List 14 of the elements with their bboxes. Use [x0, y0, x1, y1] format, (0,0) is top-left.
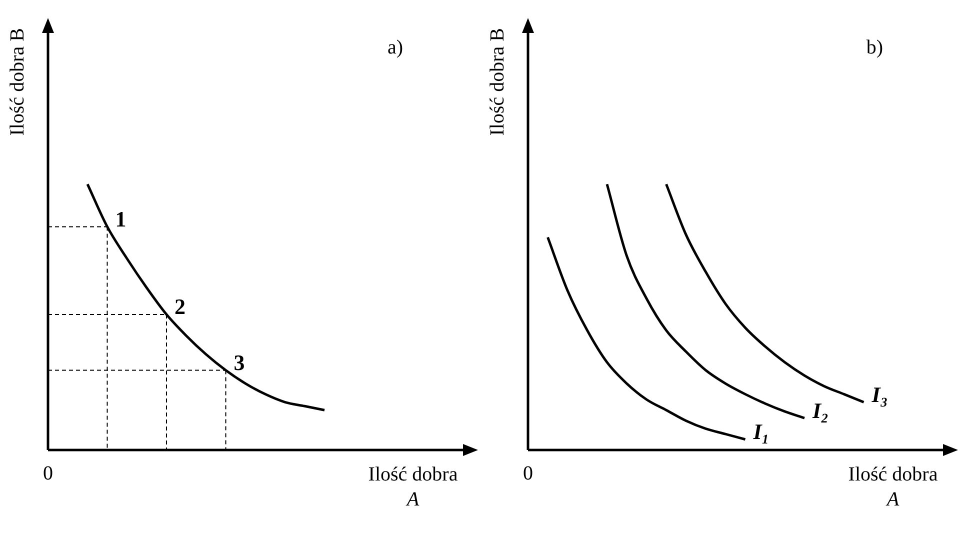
series-label: I₂: [812, 398, 829, 423]
text: 0: [43, 462, 53, 484]
x-axis-title: Ilość dobra A: [368, 463, 458, 510]
series-label: 1: [115, 206, 126, 232]
series-label: I₁: [752, 419, 770, 444]
text: 0: [523, 462, 533, 484]
series-label: I₃: [870, 382, 888, 407]
series-label: 3: [234, 350, 245, 375]
y-axis-title: Ilość dobra B: [6, 28, 28, 136]
chart-title: b): [866, 36, 883, 58]
x-axis-title: Ilość dobra A: [848, 463, 938, 510]
y-axis-title: Ilość dobra B: [486, 28, 508, 136]
series-label: 2: [174, 294, 186, 320]
chart-title: a): [387, 36, 403, 58]
